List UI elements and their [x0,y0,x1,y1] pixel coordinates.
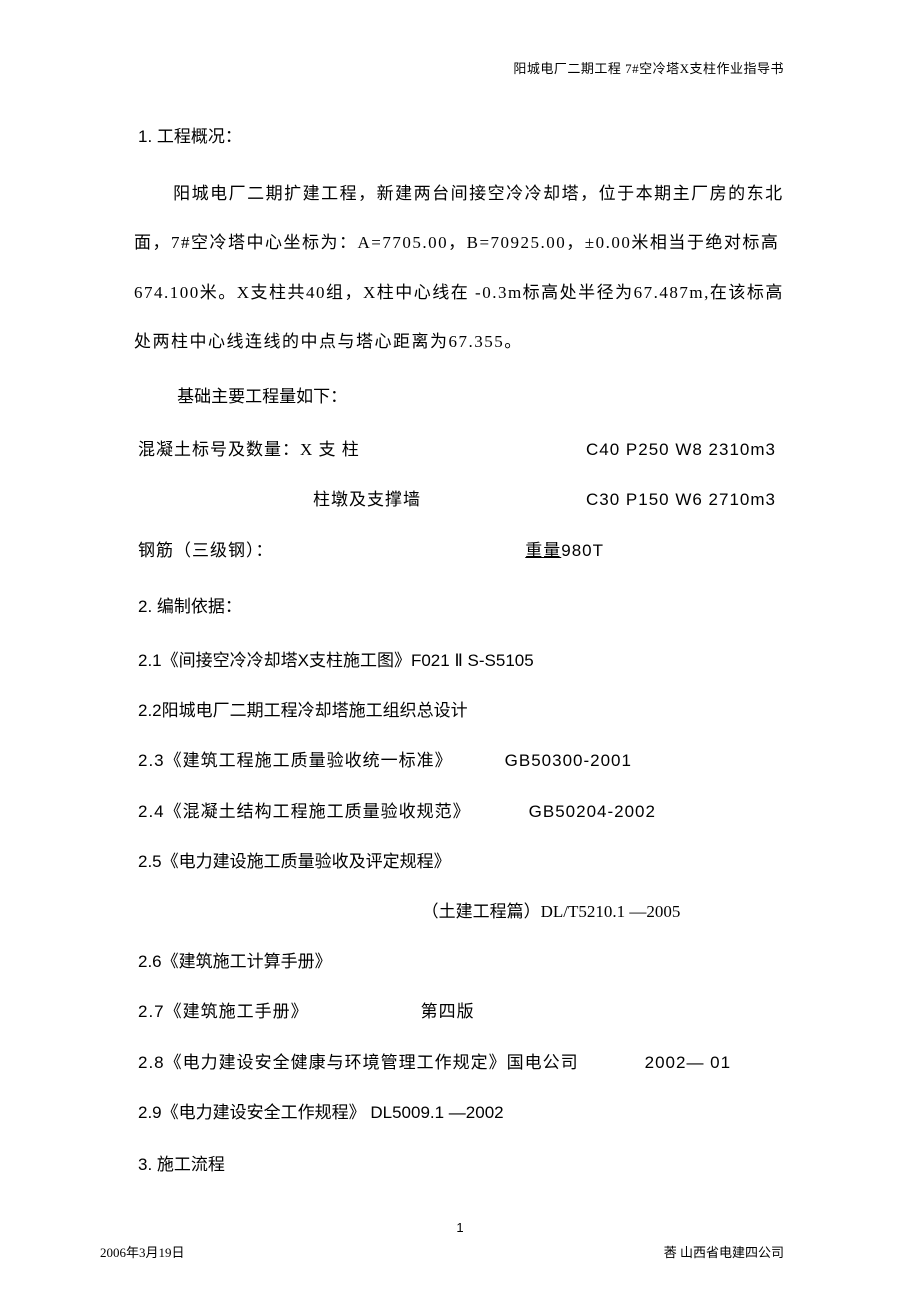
ref-2-3: 2.3《建筑工程施工质量验收统一标准》 GB50300-2001 [138,739,784,783]
footer-date: 2006年3月19日 [100,1242,185,1261]
page-footer: 2006年3月19日 莕 山西省电建四公司 [100,1242,784,1261]
qty-row-1-value: C40 P250 W8 2310m3 [586,428,776,472]
section-2-title: 2. 编制依据： [138,585,784,629]
page-header: 阳城电厂二期工程 7#空冷塔X支柱作业指导书 [513,58,784,77]
section-1-subtitle: 基础主要工程量如下： [138,374,784,420]
qty-row-3-label: 钢筋（三级钢）： [138,529,274,573]
ref-2-5: 2.5《电力建设施工质量验收及评定规程》 [138,840,784,884]
ref-2-7-label: 2.7《建筑施工手册》 [138,990,309,1034]
ref-2-1: 2.1《间接空冷冷却塔X支柱施工图》F021 Ⅱ S-S5105 [138,639,784,683]
document-body: 1. 工程概况： 阳城电厂二期扩建工程，新建两台间接空冷冷却塔，位于本期主厂房的… [138,115,784,1197]
qty-row-1: 混凝土标号及数量：X 支 柱 C40 P250 W8 2310m3 [138,428,784,472]
ref-2-4: 2.4《混凝土结构工程施工质量验收规范》 GB50204-2002 [138,790,784,834]
ref-2-3-label: 2.3《建筑工程施工质量验收统一标准》 [138,739,453,783]
ref-2-8-code: 2002— 01 [645,1041,731,1085]
ref-2-5-sub: （土建工程篇）DL/T5210.1 —2005 [138,890,784,934]
page-number: 1 [0,1220,920,1235]
ref-2-8: 2.8《电力建设安全健康与环境管理工作规定》国电公司 2002— 01 [138,1041,784,1085]
qty-row-1-label: 混凝土标号及数量：X 支 柱 [138,428,360,472]
qty-row-2-label: 柱墩及支撑墙 [313,478,421,522]
section-1-title: 1. 工程概况： [138,115,784,159]
footer-company: 莕 山西省电建四公司 [664,1242,784,1261]
ref-2-7-edition: 第四版 [421,990,475,1034]
qty-row-2-value: C30 P150 W6 2710m3 [586,478,776,522]
qty-row-3: 钢筋（三级钢）： 重量 980T [138,529,784,573]
ref-2-2: 2.2阳城电厂二期工程冷却塔施工组织总设计 [138,689,784,733]
ref-2-7: 2.7《建筑施工手册》 第四版 [138,990,784,1034]
ref-2-3-code: GB50300-2001 [505,739,632,783]
qty-row-3-underline: 重量 [525,529,561,573]
ref-2-6: 2.6《建筑施工计算手册》 [138,940,784,984]
qty-row-3-value: 980T [561,529,604,573]
ref-2-4-code: GB50204-2002 [529,790,656,834]
ref-2-9: 2.9《电力建设安全工作规程》 DL5009.1 —2002 [138,1091,784,1135]
ref-2-8-label: 2.8《电力建设安全健康与环境管理工作规定》国电公司 [138,1041,579,1085]
section-3-title: 3. 施工流程 [138,1143,784,1187]
section-1-para: 阳城电厂二期扩建工程，新建两台间接空冷冷却塔，位于本期主厂房的东北面，7#空冷塔… [134,169,784,366]
qty-row-2: 柱墩及支撑墙 C30 P150 W6 2710m3 [138,478,784,522]
ref-2-4-label: 2.4《混凝土结构工程施工质量验收规范》 [138,790,471,834]
